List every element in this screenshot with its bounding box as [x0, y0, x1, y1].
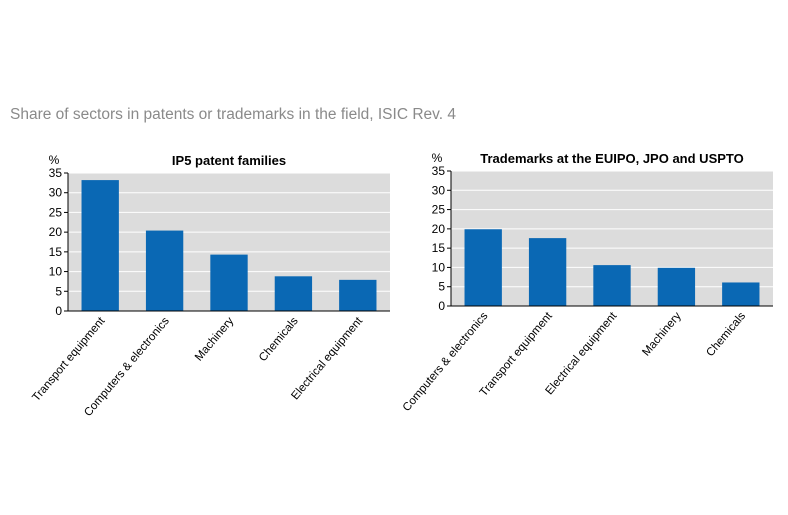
- category-label: Electrical equipment: [289, 315, 365, 403]
- category-label: Chemicals: [704, 310, 748, 359]
- y-tick-label: 30: [49, 186, 63, 200]
- category-label: Computers & electronics: [401, 310, 491, 414]
- category-label: Transport equipment: [30, 315, 108, 404]
- bar: [593, 265, 631, 306]
- chart-title: Trademarks at the EUIPO, JPO and USPTO: [480, 151, 743, 166]
- y-tick-label: 25: [49, 205, 63, 219]
- category-label: Machinery: [193, 315, 236, 364]
- y-axis-unit: %: [432, 151, 443, 165]
- bar: [657, 267, 696, 306]
- y-tick-label: 15: [432, 241, 446, 255]
- y-axis-unit: %: [49, 153, 60, 167]
- bar: [528, 238, 567, 306]
- category-label: Chemicals: [257, 315, 301, 364]
- category-label: Machinery: [640, 310, 683, 359]
- y-tick-label: 5: [55, 284, 62, 298]
- bar: [274, 276, 313, 311]
- y-tick-label: 0: [55, 304, 62, 318]
- bar: [339, 279, 377, 311]
- chart-trademarks: 0 5 10 15 20 25 30 35% Trademarks at the EUIPO, …: [401, 151, 773, 414]
- chart-ip5-patent-families: 0 5 10 15 20 25 30 35% IP5 patent families Transp…: [30, 153, 390, 419]
- bar: [722, 282, 760, 306]
- chart-title: IP5 patent families: [172, 153, 286, 168]
- y-tick-label: 25: [432, 203, 446, 217]
- bar: [210, 254, 248, 311]
- y-tick-label: 35: [49, 166, 63, 180]
- figure-subtitle: Share of sectors in patents or trademark…: [10, 106, 456, 123]
- y-tick-label: 5: [438, 280, 445, 294]
- bar: [464, 229, 502, 306]
- y-tick-label: 0: [438, 299, 445, 313]
- y-tick-label: 35: [432, 164, 446, 178]
- y-tick-label: 10: [49, 265, 63, 279]
- bar: [145, 230, 184, 311]
- y-tick-label: 30: [432, 183, 446, 197]
- category-label: Transport equipment: [478, 310, 556, 399]
- y-tick-label: 20: [432, 222, 446, 236]
- y-tick-label: 15: [49, 245, 63, 259]
- y-tick-label: 20: [49, 225, 63, 239]
- category-label: Electrical equipment: [544, 310, 620, 398]
- y-tick-label: 10: [432, 260, 446, 274]
- bar: [81, 180, 119, 311]
